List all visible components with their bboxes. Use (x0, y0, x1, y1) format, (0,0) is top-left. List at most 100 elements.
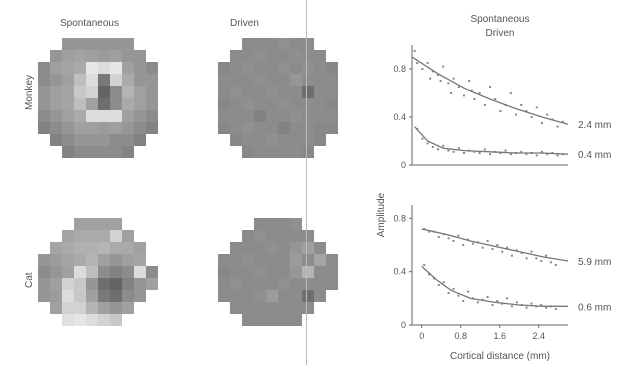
map-pixel (50, 122, 62, 134)
map-pixel (98, 314, 110, 326)
map-pixel (98, 134, 110, 146)
map-pixel (218, 122, 230, 134)
data-point (452, 150, 455, 153)
map-pixel (110, 74, 122, 86)
map-pixel (74, 218, 86, 230)
data-point (439, 80, 442, 82)
data-point (457, 147, 460, 150)
map-pixel (314, 74, 326, 86)
map-pixel (86, 230, 98, 242)
map-pixel (302, 62, 314, 74)
map-pixel (74, 146, 86, 158)
data-point (421, 68, 424, 70)
map-pixel (302, 278, 314, 290)
map-pixel (218, 110, 230, 122)
data-point (447, 292, 450, 294)
map-pixel (50, 254, 62, 266)
map-pixel (278, 74, 290, 86)
map-pixel (218, 74, 230, 86)
map-pixel (266, 134, 278, 146)
map-pixel (122, 146, 134, 158)
map-pixel (302, 242, 314, 254)
map-pixel (98, 218, 110, 230)
map-pixel (146, 86, 158, 98)
length-constant-label: 5.9 mm (578, 257, 611, 268)
map-pixel (242, 110, 254, 122)
map-pixel (86, 218, 98, 230)
map-pixel (50, 290, 62, 302)
data-point (481, 246, 484, 249)
data-point (437, 236, 440, 238)
data-point (429, 77, 432, 80)
map-pixel (50, 50, 62, 62)
data-point (556, 125, 559, 128)
fit-curve (421, 265, 568, 307)
map-pixel (146, 122, 158, 134)
data-point (520, 150, 523, 153)
map-pixel (110, 218, 122, 230)
map-pixel (326, 278, 338, 290)
map-pixel (266, 122, 278, 134)
map-pixel (254, 302, 266, 314)
map-pixel (122, 38, 134, 50)
map-pixel (74, 230, 86, 242)
map-pixel (242, 254, 254, 266)
map-pixel (38, 278, 50, 290)
map-pixel (74, 314, 86, 326)
map-pixel (134, 134, 146, 146)
map-pixel (266, 86, 278, 98)
map-pixel (122, 290, 134, 302)
map-pixel (62, 230, 74, 242)
monkey-spontaneous-map (38, 38, 158, 158)
map-pixel (38, 74, 50, 86)
map-pixel (122, 230, 134, 242)
map-pixel (146, 110, 158, 122)
data-point (416, 62, 419, 64)
data-point (506, 297, 509, 300)
data-point (541, 122, 543, 124)
map-pixel (326, 98, 338, 110)
map-pixel (86, 290, 98, 302)
data-point (471, 242, 474, 245)
map-pixel (266, 302, 278, 314)
data-point (457, 234, 460, 237)
data-point (515, 249, 518, 252)
map-pixel (122, 302, 134, 314)
map-pixel (266, 218, 278, 230)
map-pixel (290, 38, 302, 50)
map-pixel (110, 314, 122, 326)
data-point (556, 154, 559, 157)
map-pixel (134, 74, 146, 86)
data-point (496, 244, 499, 246)
data-point (478, 152, 481, 154)
map-pixel (62, 110, 74, 122)
map-pixel (122, 278, 134, 290)
cat-spontaneous-map (38, 218, 158, 338)
map-pixel (86, 110, 98, 122)
divider-line (306, 0, 307, 365)
map-pixel (254, 230, 266, 242)
map-pixel (110, 38, 122, 50)
map-pixel (266, 146, 278, 158)
map-pixel (302, 98, 314, 110)
map-pixel (86, 50, 98, 62)
map-pixel (314, 122, 326, 134)
data-point (442, 281, 445, 284)
map-pixel (62, 254, 74, 266)
x-tick-label: 2.4 (532, 331, 545, 341)
map-pixel (230, 74, 242, 86)
map-pixel (242, 242, 254, 254)
data-point (540, 304, 543, 306)
data-point (428, 230, 431, 233)
data-point (491, 304, 494, 306)
map-pixel (122, 74, 134, 86)
data-point (515, 301, 518, 304)
map-pixel (74, 290, 86, 302)
map-pixel (110, 98, 122, 110)
map-pixel (134, 278, 146, 290)
fit-curve (421, 228, 569, 262)
map-pixel (290, 62, 302, 74)
map-pixel (62, 86, 74, 98)
data-point (509, 92, 512, 94)
data-point (413, 50, 416, 52)
